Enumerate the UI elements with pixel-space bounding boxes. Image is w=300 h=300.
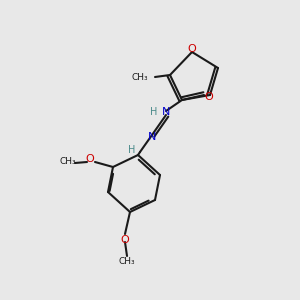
Text: CH₃: CH₃ — [131, 73, 148, 82]
Text: H: H — [150, 107, 158, 117]
Text: O: O — [205, 92, 213, 102]
Text: N: N — [162, 107, 170, 117]
Text: CH₃: CH₃ — [119, 257, 135, 266]
Text: O: O — [85, 154, 94, 164]
Text: CH₃: CH₃ — [60, 158, 76, 166]
Text: O: O — [188, 44, 196, 54]
Text: O: O — [121, 235, 129, 245]
Text: H: H — [128, 145, 136, 155]
Text: N: N — [148, 132, 156, 142]
